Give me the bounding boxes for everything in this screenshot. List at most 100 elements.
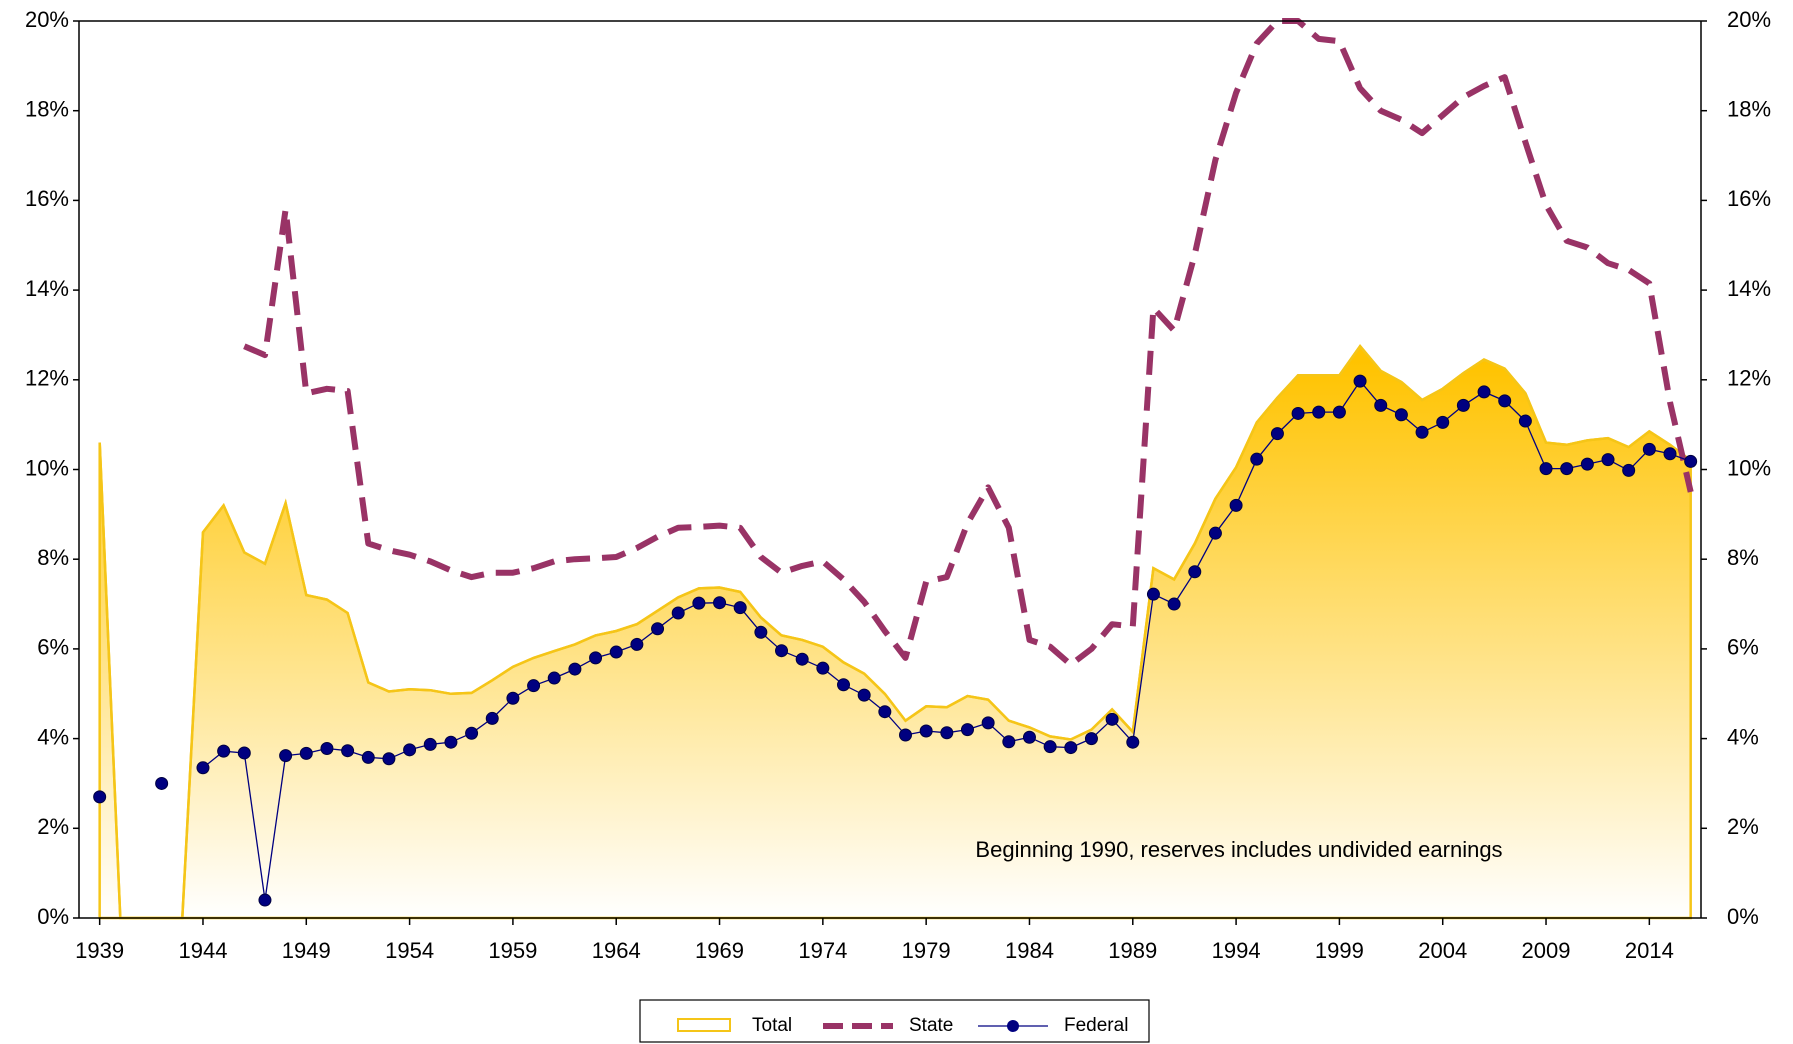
marker xyxy=(1477,385,1491,399)
y2-tick-label: 0% xyxy=(1727,904,1759,929)
x-tick-label: 2009 xyxy=(1522,938,1571,963)
marker xyxy=(816,661,830,675)
area-line xyxy=(98,344,1692,920)
x-tick-label: 1949 xyxy=(282,938,331,963)
y2-tick-label: 20% xyxy=(1727,7,1771,32)
marker xyxy=(1622,463,1636,477)
annotation: Beginning 1990, reserves includes undivi… xyxy=(975,837,1502,862)
x-tick-label: 1939 xyxy=(75,938,124,963)
area-fill xyxy=(98,344,1692,920)
marker xyxy=(837,678,851,692)
y-tick-label: 20% xyxy=(25,7,69,32)
marker xyxy=(1374,398,1388,412)
series-line xyxy=(243,18,1694,668)
marker xyxy=(217,744,231,758)
marker xyxy=(1642,442,1656,456)
y-tick-label: 16% xyxy=(25,186,69,211)
marker xyxy=(1353,374,1367,388)
x-tick-label: 1964 xyxy=(592,938,641,963)
marker xyxy=(1684,454,1698,468)
x-tick-label: 2014 xyxy=(1625,938,1674,963)
y-tick-label: 0% xyxy=(37,904,69,929)
marker xyxy=(155,776,169,790)
marker xyxy=(692,596,706,610)
y-tick-label: 6% xyxy=(37,635,69,660)
y2-tick-label: 2% xyxy=(1727,814,1759,839)
marker xyxy=(1518,414,1532,428)
marker xyxy=(919,724,933,738)
marker xyxy=(1084,732,1098,746)
y2-tick-label: 18% xyxy=(1727,97,1771,122)
y2-tick-label: 12% xyxy=(1727,366,1771,391)
marker xyxy=(1456,398,1470,412)
x-tick-label: 1944 xyxy=(178,938,227,963)
x-tick-label: 2004 xyxy=(1418,938,1467,963)
marker xyxy=(1663,447,1677,461)
y2-tick-label: 6% xyxy=(1727,635,1759,660)
marker xyxy=(775,644,789,658)
marker xyxy=(1146,587,1160,601)
y-tick-label: 8% xyxy=(37,545,69,570)
x-tick-label: 1999 xyxy=(1315,938,1364,963)
x-tick-label: 1984 xyxy=(1005,938,1054,963)
marker xyxy=(671,606,685,620)
marker xyxy=(713,596,727,610)
marker xyxy=(1394,408,1408,422)
marker xyxy=(589,651,603,665)
marker xyxy=(382,752,396,766)
legend-swatch xyxy=(677,1018,731,1032)
marker xyxy=(795,652,809,666)
marker xyxy=(527,679,541,693)
y2-tick-label: 16% xyxy=(1727,186,1771,211)
marker xyxy=(630,637,644,651)
marker xyxy=(754,625,768,639)
marker xyxy=(1105,712,1119,726)
x-tick-label: 1974 xyxy=(798,938,847,963)
y-tick-label: 12% xyxy=(25,366,69,391)
marker xyxy=(1312,405,1326,419)
legend-label: Federal xyxy=(1064,1015,1128,1036)
x-tick-label: 1959 xyxy=(488,938,537,963)
marker xyxy=(1064,741,1078,755)
marker xyxy=(1022,730,1036,744)
marker xyxy=(1498,394,1512,408)
marker xyxy=(196,761,210,775)
marker xyxy=(341,744,355,758)
marker xyxy=(93,790,107,804)
marker xyxy=(1415,425,1429,439)
marker xyxy=(299,746,313,760)
marker xyxy=(1002,735,1016,749)
marker xyxy=(1167,597,1181,611)
x-tick-label: 1994 xyxy=(1212,938,1261,963)
marker xyxy=(1560,462,1574,476)
marker xyxy=(960,723,974,737)
y2-tick-label: 10% xyxy=(1727,455,1771,480)
marker xyxy=(609,645,623,659)
marker xyxy=(361,750,375,764)
marker xyxy=(403,743,417,757)
marker xyxy=(1188,565,1202,579)
marker xyxy=(1332,405,1346,419)
marker xyxy=(279,749,293,763)
marker xyxy=(1436,415,1450,429)
y2-tick-label: 14% xyxy=(1727,276,1771,301)
y-tick-label: 4% xyxy=(37,724,69,749)
legend-marker xyxy=(1007,1020,1019,1032)
marker xyxy=(465,726,479,740)
marker xyxy=(1229,498,1243,512)
marker xyxy=(878,705,892,719)
marker xyxy=(1539,462,1553,476)
marker xyxy=(1126,735,1140,749)
y2-tick-label: 8% xyxy=(1727,545,1759,570)
marker xyxy=(506,691,520,705)
marker xyxy=(940,726,954,740)
legend: Total State Federal xyxy=(639,999,1150,1043)
y2-tick-label: 4% xyxy=(1727,724,1759,749)
marker xyxy=(981,716,995,730)
marker xyxy=(320,741,334,755)
marker xyxy=(568,662,582,676)
marker xyxy=(485,711,499,725)
y-tick-label: 14% xyxy=(25,276,69,301)
x-tick-label: 1969 xyxy=(695,938,744,963)
